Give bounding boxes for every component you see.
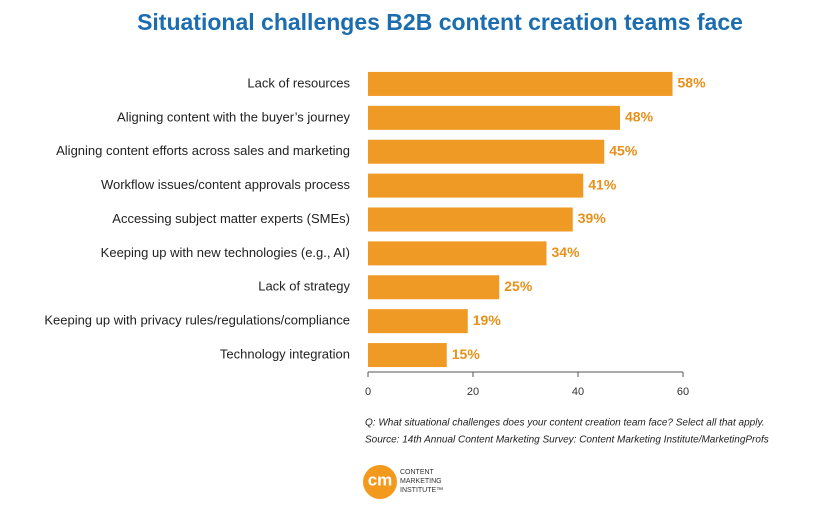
x-tick-label: 0 — [365, 386, 371, 398]
y-tick-label: Aligning content with the buyer’s journe… — [117, 109, 350, 124]
y-tick-label: Lack of resources — [247, 75, 350, 90]
value-label: 58% — [678, 75, 707, 91]
bar — [368, 241, 547, 266]
bar — [368, 343, 447, 368]
value-label: 41% — [588, 176, 617, 192]
bar — [368, 71, 673, 96]
logo-text: INSTITUTE™ — [400, 487, 443, 494]
bar — [368, 105, 620, 130]
y-tick-label: Accessing subject matter experts (SMEs) — [112, 211, 350, 226]
value-label: 15% — [452, 346, 481, 362]
value-label: 39% — [578, 210, 607, 226]
y-tick-label: Aligning content efforts across sales an… — [56, 143, 350, 158]
y-tick-label: Lack of strategy — [258, 279, 350, 294]
x-tick-label: 20 — [467, 386, 479, 398]
bar — [368, 173, 584, 198]
value-label: 45% — [609, 142, 638, 158]
logo-circle — [363, 465, 397, 499]
note: Source: 14th Annual Content Marketing Su… — [365, 435, 769, 446]
bar — [368, 139, 605, 164]
logo-text: MARKETING — [400, 478, 442, 485]
y-tick-label: Technology integration — [220, 346, 350, 361]
bar — [368, 207, 573, 232]
value-label: 48% — [625, 109, 654, 125]
logo-mark: cm — [368, 470, 393, 489]
y-tick-label: Keeping up with new technologies (e.g., … — [101, 245, 350, 260]
y-tick-label: Workflow issues/content approvals proces… — [101, 177, 351, 192]
value-label: 19% — [473, 312, 502, 328]
value-label: 34% — [552, 244, 581, 260]
x-tick-label: 40 — [572, 386, 584, 398]
logo-text: CONTENT — [400, 469, 435, 476]
y-tick-label: Keeping up with privacy rules/regulation… — [44, 313, 350, 328]
chart-title: Situational challenges B2B content creat… — [137, 9, 743, 35]
note: Q: What situational challenges does your… — [365, 418, 765, 429]
bar — [368, 309, 468, 334]
x-tick-label: 60 — [677, 386, 689, 398]
value-label: 25% — [504, 278, 533, 294]
bar — [368, 275, 500, 300]
